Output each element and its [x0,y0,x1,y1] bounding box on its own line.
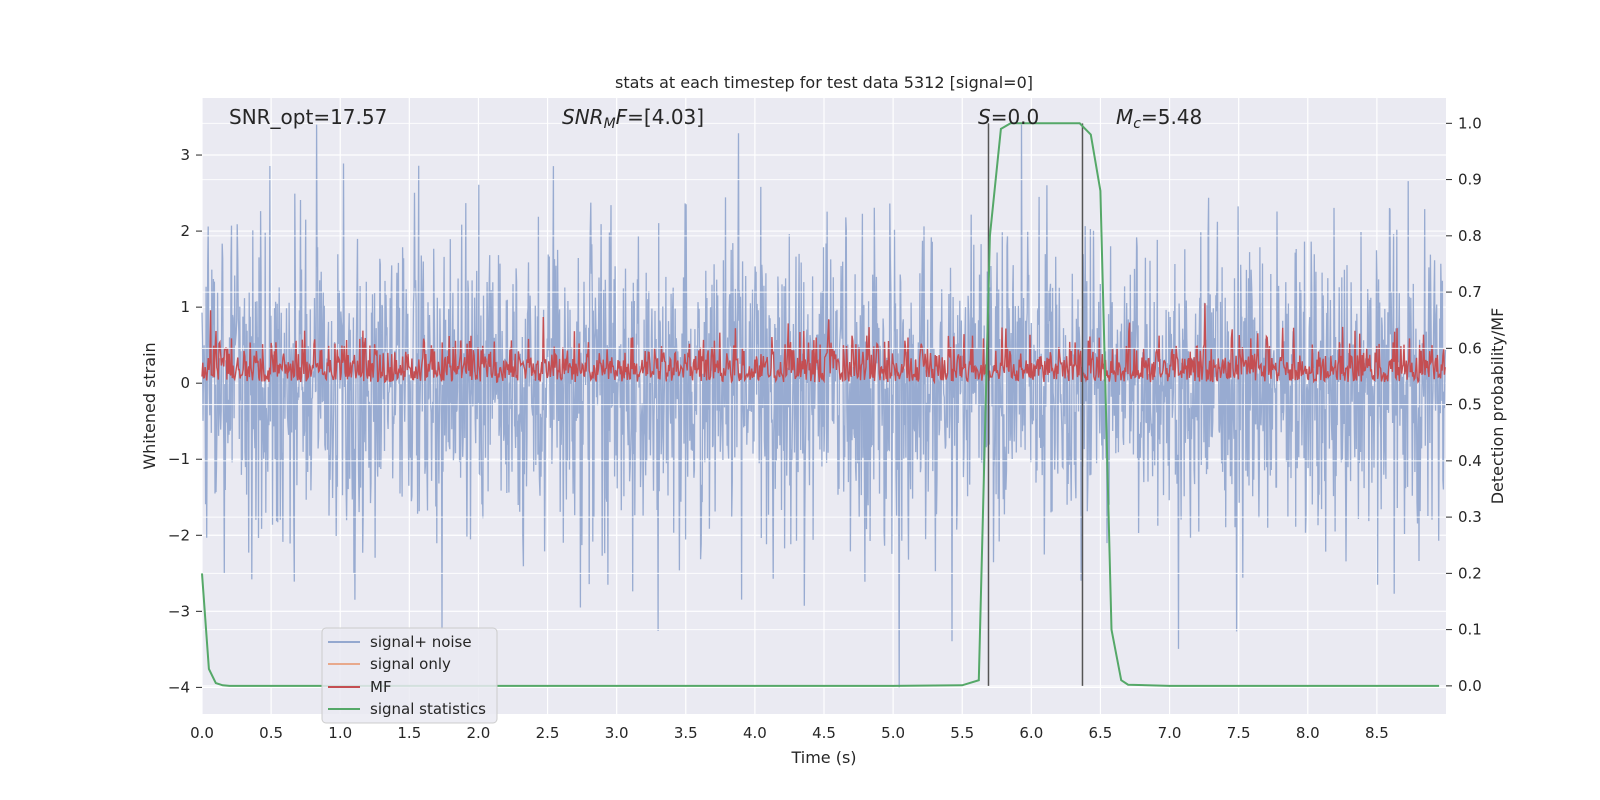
legend-label-signal-noise: signal+ noise [370,633,472,651]
y2-tick-label: 0.7 [1458,283,1482,301]
snr-mf-subscript: M [604,116,616,132]
snr-mf-tail: F [616,105,628,129]
x-tick-label: 0.5 [259,724,283,742]
x-tick-label: 6.5 [1089,724,1113,742]
mf-line [201,303,1446,385]
mc-value: =5.48 [1141,105,1202,129]
mc-subscript: c [1133,116,1141,132]
y-tick-label: −2 [168,526,190,544]
y-tick-label: 1 [180,298,190,316]
y2-tick-label: 0.8 [1458,227,1482,245]
y-ticks: 3 2 1 0 −1 −2 −3 −4 [168,146,202,696]
x-tick-label: 2.5 [536,724,560,742]
y2-tick-label: 1.0 [1458,114,1482,132]
series-mf [201,303,1446,385]
x-tick-label: 3.0 [605,724,629,742]
x-tick-label: 1.5 [397,724,421,742]
y2-tick-label: 0.3 [1458,508,1482,526]
y-tick-label: −1 [168,450,190,468]
legend-label-signal-statistics: signal statistics [370,700,486,718]
y-tick-label: −3 [168,602,190,620]
y2-tick-label: 0.2 [1458,564,1482,582]
y2-tick-label: 0.5 [1458,396,1482,414]
legend-label-mf: MF [370,678,392,696]
y2-tick-label: 0.4 [1458,452,1482,470]
annotation-mc: Mc=5.48 [1116,105,1202,132]
y-tick-label: 3 [180,146,190,164]
mc-symbol: M [1116,105,1133,129]
x-tick-label: 0.0 [190,724,214,742]
x-tick-label: 5.0 [881,724,905,742]
legend: signal+ noise signal only MF signal stat… [321,627,498,724]
legend-box [321,627,498,724]
y-axis-label: Whitened strain [140,342,159,469]
chart-title: stats at each timestep for test data 531… [615,73,1033,92]
y-tick-label: −4 [168,678,190,696]
annotation-snr-mf: SNRMF=[4.03] [562,105,704,132]
y2-tick-label: 0.6 [1458,339,1482,357]
x-axis-label: Time (s) [790,748,856,767]
y2-ticks: 1.0 0.9 0.8 0.7 0.6 0.5 0.4 0.3 0.2 0.1 0.0 [1446,114,1482,695]
y-tick-label: 2 [180,222,190,240]
y2-axis-label: Detection probability/MF [1488,308,1507,505]
snr-mf-symbol: SNR [562,105,604,129]
y2-tick-label: 0.0 [1458,677,1482,695]
x-ticks: 0.0 0.5 1.0 1.5 2.0 2.5 3.0 3.5 4.0 4.5 5.0 5.5 6.0 6… [190,724,1389,742]
legend-label-signal-only: signal only [370,655,451,673]
x-tick-label: 3.5 [674,724,698,742]
s-value: =0.0 [991,105,1040,129]
snr-mf-value: =[4.03] [627,105,704,129]
s-symbol: S [978,105,991,129]
x-tick-label: 8.5 [1365,724,1389,742]
vertical-markers [987,123,1084,686]
signal-statistics-line [201,122,1440,687]
y2-tick-label: 0.1 [1458,621,1482,639]
x-tick-label: 7.5 [1227,724,1251,742]
annotation-snr-opt: SNR_opt=17.57 [229,105,387,129]
x-tick-label: 4.5 [812,724,836,742]
x-tick-label: 7.0 [1158,724,1182,742]
series-signal-statistics [201,122,1440,687]
y2-tick-label: 0.9 [1458,171,1482,189]
x-tick-label: 1.0 [328,724,352,742]
x-tick-label: 2.0 [467,724,491,742]
x-tick-label: 4.0 [743,724,767,742]
x-tick-label: 6.0 [1019,724,1043,742]
y-tick-label: 0 [180,374,190,392]
x-tick-label: 5.5 [950,724,974,742]
x-tick-label: 8.0 [1296,724,1320,742]
annotation-s: S=0.0 [978,105,1039,129]
